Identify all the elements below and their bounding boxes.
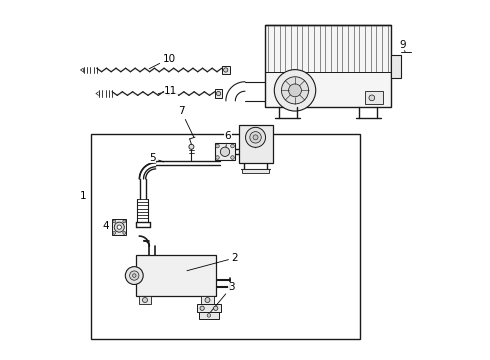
Bar (197, 304, 221, 312)
Bar (239, 125, 272, 163)
Circle shape (189, 144, 194, 149)
Circle shape (205, 297, 210, 302)
Circle shape (231, 144, 234, 148)
Circle shape (281, 77, 309, 104)
Circle shape (223, 68, 228, 72)
Bar (201, 296, 214, 304)
Circle shape (125, 267, 143, 284)
Circle shape (207, 314, 211, 317)
Bar (198, 312, 220, 319)
Text: 7: 7 (178, 107, 194, 137)
Circle shape (250, 132, 261, 143)
Circle shape (143, 297, 147, 302)
Bar (139, 296, 151, 304)
Circle shape (220, 147, 230, 157)
Circle shape (245, 127, 266, 147)
Bar (242, 168, 269, 173)
Circle shape (216, 144, 220, 148)
Text: 6: 6 (224, 131, 231, 149)
Bar (136, 255, 217, 296)
Text: 9: 9 (399, 40, 406, 52)
Text: 3: 3 (211, 282, 235, 312)
Circle shape (123, 231, 126, 234)
Bar (112, 219, 126, 235)
Circle shape (216, 156, 220, 159)
Circle shape (214, 306, 218, 310)
Bar (365, 91, 383, 104)
Text: 8: 8 (254, 132, 261, 148)
Circle shape (274, 69, 316, 111)
Bar (215, 89, 222, 98)
Circle shape (231, 156, 234, 159)
Circle shape (114, 222, 124, 232)
Bar (392, 55, 401, 78)
Text: 5: 5 (149, 153, 164, 163)
Circle shape (217, 91, 221, 96)
Bar (222, 66, 230, 74)
Text: 1: 1 (80, 191, 87, 201)
Bar (265, 24, 392, 107)
Circle shape (113, 231, 116, 234)
Circle shape (113, 220, 116, 223)
Circle shape (200, 306, 204, 310)
Text: 11: 11 (158, 86, 177, 96)
Bar (91, 134, 360, 339)
Circle shape (123, 220, 126, 223)
Circle shape (117, 225, 122, 229)
Text: 10: 10 (149, 54, 176, 69)
Circle shape (132, 274, 136, 277)
Bar (215, 143, 235, 160)
Text: 2: 2 (187, 253, 238, 271)
Circle shape (369, 95, 375, 101)
Circle shape (130, 271, 139, 280)
Circle shape (253, 135, 258, 140)
Text: 4: 4 (102, 221, 117, 231)
Circle shape (289, 84, 301, 97)
